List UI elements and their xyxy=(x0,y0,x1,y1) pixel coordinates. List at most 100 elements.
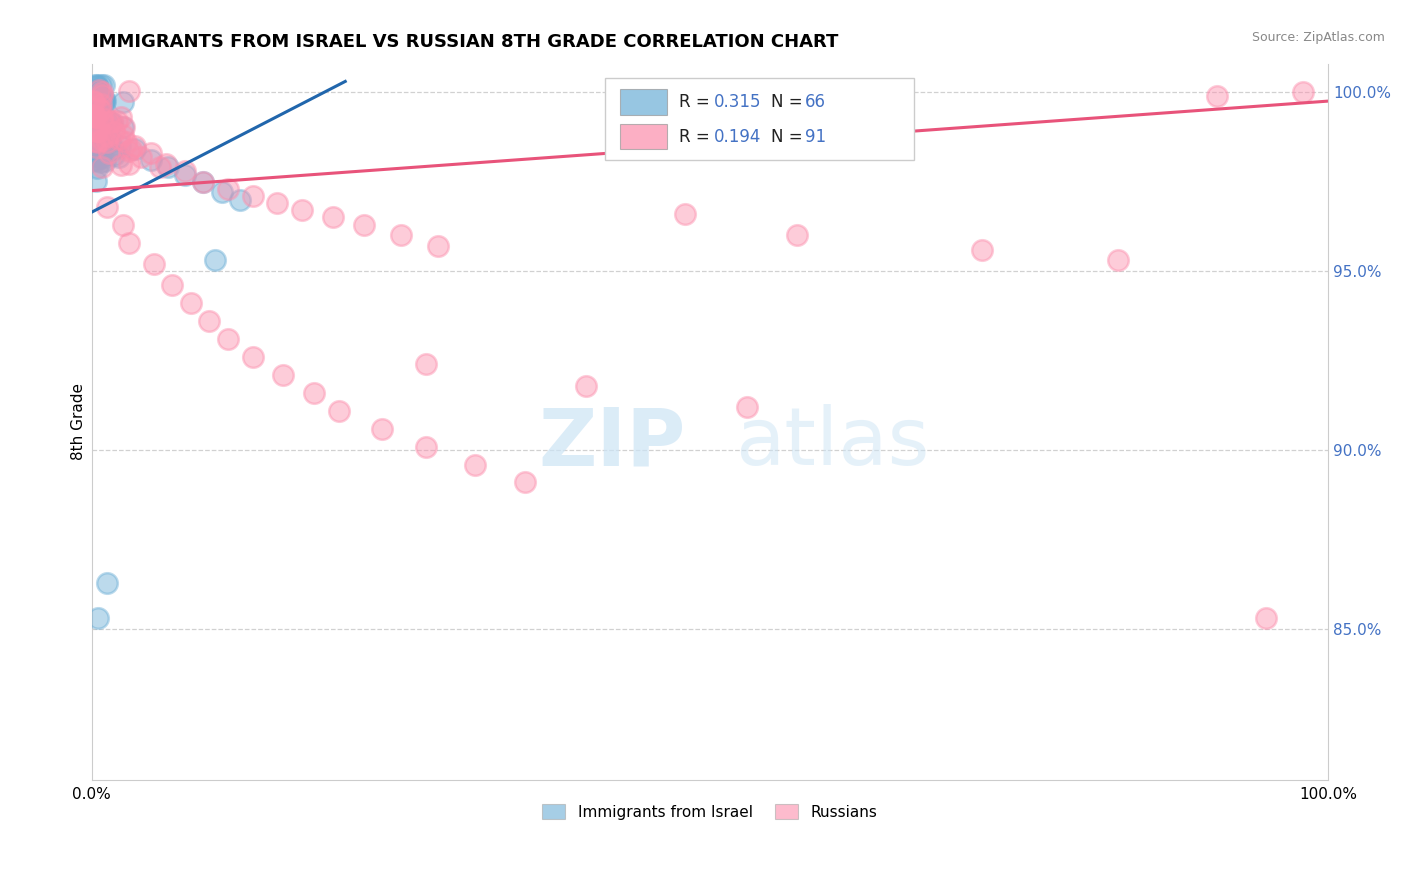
Point xyxy=(1205,88,1227,103)
Point xyxy=(87,148,110,162)
Point xyxy=(90,97,112,112)
Text: IMMIGRANTS FROM ISRAEL VS RUSSIAN 8TH GRADE CORRELATION CHART: IMMIGRANTS FROM ISRAEL VS RUSSIAN 8TH GR… xyxy=(91,33,838,51)
Point xyxy=(291,203,314,218)
Point xyxy=(304,385,326,400)
Point xyxy=(1256,611,1278,625)
Point xyxy=(673,207,696,221)
Point xyxy=(93,94,115,108)
Point xyxy=(970,243,993,257)
Point xyxy=(217,332,239,346)
Point xyxy=(90,111,112,125)
Text: atlas: atlas xyxy=(735,404,929,482)
Point xyxy=(191,175,214,189)
Point xyxy=(86,89,108,103)
Point xyxy=(266,196,288,211)
Point xyxy=(97,128,120,143)
Point xyxy=(86,153,108,167)
Point xyxy=(1107,253,1129,268)
FancyBboxPatch shape xyxy=(620,124,666,150)
Point xyxy=(84,110,107,124)
Point xyxy=(84,109,107,123)
FancyBboxPatch shape xyxy=(605,78,914,161)
Point xyxy=(242,350,264,364)
Point xyxy=(96,200,118,214)
Point xyxy=(100,116,122,130)
Point xyxy=(118,157,141,171)
Point xyxy=(87,123,110,137)
Point xyxy=(82,142,104,156)
Point xyxy=(111,95,134,109)
Text: N =: N = xyxy=(770,93,807,112)
Point xyxy=(87,98,110,112)
Point xyxy=(110,111,132,125)
Point xyxy=(100,116,122,130)
Point xyxy=(89,102,111,116)
Point xyxy=(98,115,121,129)
Text: ZIP: ZIP xyxy=(538,404,685,482)
Point xyxy=(86,78,108,92)
Point xyxy=(91,88,114,103)
Point xyxy=(124,143,146,157)
Point xyxy=(93,92,115,106)
Text: R =: R = xyxy=(679,128,716,145)
Point xyxy=(84,78,107,92)
Y-axis label: 8th Grade: 8th Grade xyxy=(72,383,86,460)
Point xyxy=(124,139,146,153)
Point xyxy=(371,422,394,436)
Point xyxy=(89,120,111,134)
Text: 91: 91 xyxy=(806,128,827,145)
Point xyxy=(90,160,112,174)
Point xyxy=(84,124,107,138)
Point xyxy=(735,401,758,415)
Point xyxy=(87,129,110,144)
Point xyxy=(90,124,112,138)
Point xyxy=(86,161,108,176)
Point xyxy=(84,174,107,188)
Point xyxy=(111,218,134,232)
Point xyxy=(105,114,128,128)
Point xyxy=(139,153,162,168)
Point xyxy=(82,101,104,115)
Point xyxy=(87,152,110,166)
Point xyxy=(464,458,486,472)
Point xyxy=(83,139,105,153)
Point xyxy=(94,154,117,169)
Point xyxy=(98,136,121,150)
Point xyxy=(427,239,450,253)
Point xyxy=(83,134,105,148)
Point xyxy=(93,109,115,123)
Text: R =: R = xyxy=(679,93,716,112)
Point xyxy=(91,94,114,108)
Point xyxy=(86,140,108,154)
Point xyxy=(84,148,107,162)
Point xyxy=(108,150,131,164)
Point xyxy=(90,78,112,92)
Point xyxy=(118,145,141,159)
Point xyxy=(83,153,105,168)
Point xyxy=(96,575,118,590)
Text: Source: ZipAtlas.com: Source: ZipAtlas.com xyxy=(1251,31,1385,45)
Point xyxy=(86,141,108,155)
Point xyxy=(211,186,233,200)
Point xyxy=(155,157,177,171)
Point xyxy=(84,92,107,106)
Point xyxy=(84,101,107,115)
Point xyxy=(353,218,375,232)
Point xyxy=(1292,85,1315,99)
Point xyxy=(328,404,350,418)
Point xyxy=(129,150,152,164)
Point xyxy=(86,113,108,128)
Point xyxy=(97,146,120,161)
Point xyxy=(103,148,125,162)
Point xyxy=(90,103,112,117)
Point xyxy=(110,139,132,153)
Point xyxy=(149,161,172,175)
Point xyxy=(82,108,104,122)
Point xyxy=(173,168,195,182)
Point xyxy=(98,130,121,145)
Point xyxy=(87,135,110,149)
Point xyxy=(86,124,108,138)
Point xyxy=(91,115,114,129)
Point xyxy=(120,143,142,157)
Point xyxy=(89,147,111,161)
